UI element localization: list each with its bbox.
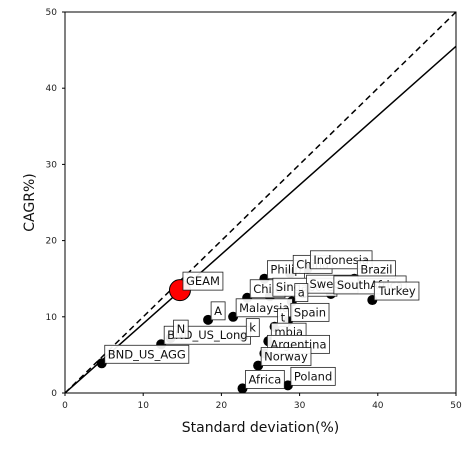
data-label: Brazil [356,260,396,280]
data-label-text: Indonesia [313,253,369,267]
data-label-box [245,318,260,338]
data-label: A [210,301,226,321]
y-tick-label: 30 [46,160,58,170]
data-label: Africa [245,370,285,389]
x-tick-label: 40 [372,401,384,411]
reference-lines [65,12,456,393]
data-label-text: Africa [249,372,282,386]
data-label-text: Poland [294,369,332,383]
data-label-box [104,344,190,364]
data-label-text: Norway [264,350,308,364]
data-label-text: Spain [294,305,326,319]
data-label: Norway [260,347,312,366]
data-label-text: N [177,322,186,336]
data-label-text: Malaysia [239,301,289,315]
data-label-text: k [249,321,256,335]
data-label-text: Turkey [377,284,416,298]
plot-border [64,11,457,394]
data-label: a [294,283,309,302]
plot-frame [64,11,457,394]
x-tick-label: 20 [216,401,228,411]
x-axis-title: Standard deviation(%) [182,420,339,436]
data-label-text: Brazil [360,263,392,277]
data-point [96,358,107,369]
data-point [253,360,264,371]
y-tick-label: 40 [46,84,58,94]
y-tick-label: 50 [46,8,58,18]
data-label: Indonesia [310,250,373,270]
data-label-text: GEAM [186,274,220,288]
reference-line-solid [65,45,456,393]
y-tick-label: 10 [46,313,58,323]
data-label-box [245,370,285,389]
reference-line-diagonal [65,12,456,393]
data-label-box [182,271,224,291]
data-point [237,383,248,394]
y-axis-title: CAGR%) [22,173,38,231]
y-tick-label: 0 [51,389,57,399]
x-tick-label: 50 [450,401,462,411]
data-label: Poland [290,366,336,386]
data-label: BND_US_AGG [104,344,190,364]
data-label: k [245,318,260,338]
data-label-box [210,301,226,321]
data-label-text: t [281,311,286,325]
data-label-box [173,319,189,339]
data-label-box [373,281,420,301]
x-tick-label: 10 [137,401,149,411]
data-label-box [294,283,309,302]
y-tick-label: 20 [46,237,58,247]
data-label: Turkey [373,281,420,301]
data-label-text: A [214,304,222,318]
data-label-text: BND_US_AGG [108,347,186,361]
x-tick-label: 0 [62,401,68,411]
data-label-box [290,302,330,322]
data-label: N [173,319,189,339]
data-point [228,311,239,322]
data-point [282,380,293,391]
data-label-box [310,250,373,270]
data-label: Spain [290,302,330,322]
data-label-box [290,366,336,386]
data-point [203,314,214,325]
data-label-box [260,347,312,366]
x-tick-label: 30 [294,401,306,411]
axis-ticks: 0 10 20 30 40 50 0 10 20 30 40 50 [46,8,462,411]
data-label: GEAM [182,271,224,291]
data-label-text: a [298,286,305,300]
